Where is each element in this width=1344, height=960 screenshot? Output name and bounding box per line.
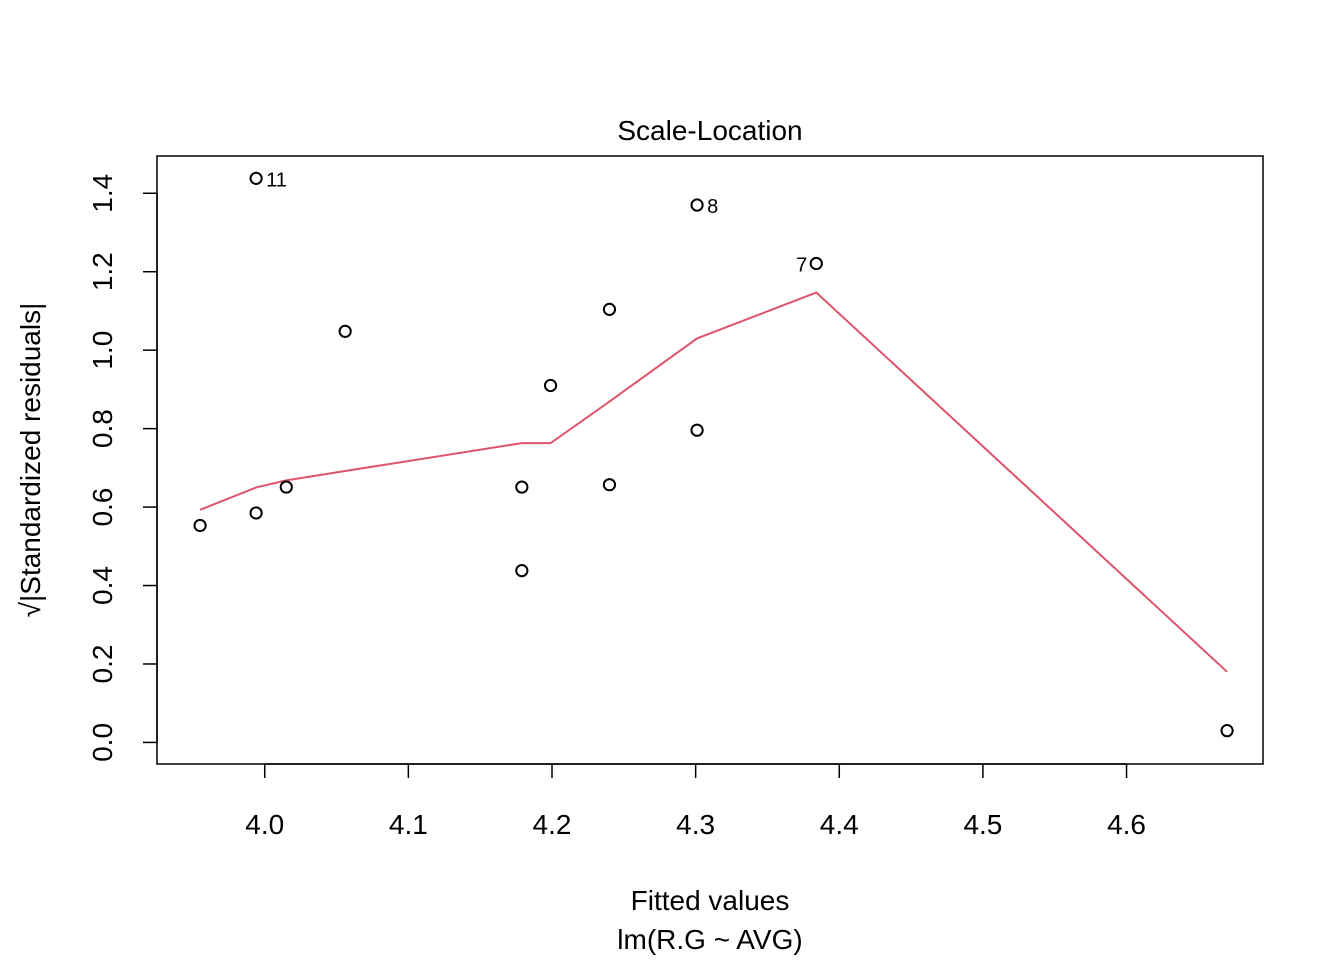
- data-point: [602, 478, 617, 492]
- point-label: 8: [707, 196, 718, 218]
- y-tick-label: 1.0: [87, 331, 118, 370]
- y-axis: 0.0 0.2 0.4 0.6 0.8 1.0 1.2 1.4: [87, 174, 158, 762]
- plot-frame: [156, 155, 1264, 765]
- plot-area: 11 8 7: [193, 169, 1234, 738]
- data-point: [279, 480, 293, 494]
- x-tick-label: 4.6: [1107, 809, 1146, 840]
- data-point: [338, 324, 352, 338]
- point-label: 7: [796, 254, 807, 276]
- x-tick-label: 4.4: [820, 809, 859, 840]
- x-tick-label: 4.3: [676, 809, 715, 840]
- data-point: [515, 480, 529, 494]
- data-point: [690, 423, 704, 437]
- y-tick-label: 1.2: [87, 252, 118, 291]
- x-tick-label: 4.5: [963, 809, 1002, 840]
- y-tick-label: 0.2: [87, 645, 118, 684]
- y-tick-label: 0.8: [87, 409, 118, 448]
- x-axis-title: Fitted values: [631, 885, 790, 916]
- data-point: [809, 256, 823, 271]
- point-label: 11: [266, 169, 287, 191]
- chart-subtitle: lm(R.G ~ AVG): [617, 924, 802, 955]
- data-point: [515, 564, 529, 578]
- x-tick-label: 4.1: [389, 809, 428, 840]
- smooth-line: [199, 291, 1228, 673]
- data-point: [193, 518, 207, 533]
- x-tick-label: 4.2: [533, 809, 572, 840]
- data-point: [690, 198, 704, 212]
- data-point: [249, 171, 263, 185]
- x-axis: 4.0 4.1 4.2 4.3 4.4 4.5 4.6: [245, 763, 1146, 840]
- y-tick-label: 0.6: [87, 488, 118, 527]
- y-axis-title: √|Standardized residuals|: [15, 303, 46, 618]
- x-tick-label: 4.0: [245, 809, 284, 840]
- data-point: [602, 302, 617, 316]
- data-point: [249, 506, 263, 520]
- y-tick-label: 0.4: [87, 566, 118, 605]
- y-tick-label: 0.0: [87, 723, 118, 762]
- data-point: [543, 378, 558, 393]
- chart-title: Scale-Location: [617, 115, 802, 146]
- y-tick-label: 1.4: [87, 174, 118, 213]
- data-point: [1220, 724, 1234, 738]
